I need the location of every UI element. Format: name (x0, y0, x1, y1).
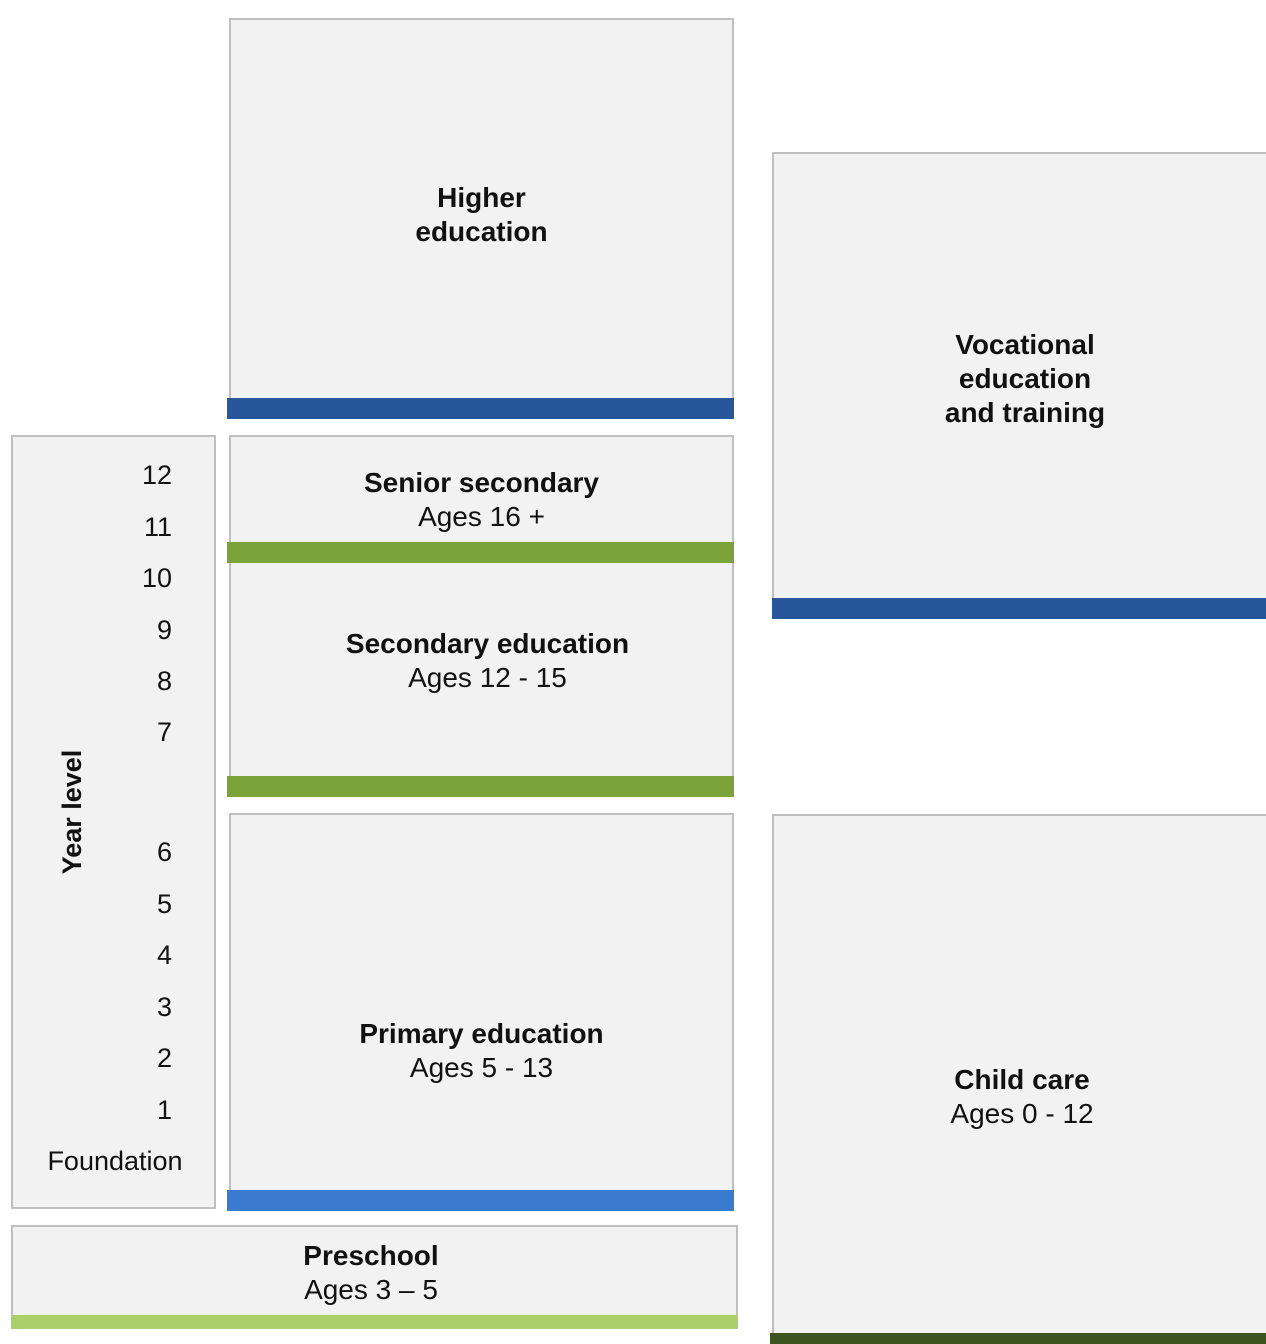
child-care-box (772, 814, 1266, 1336)
secondary-box (229, 563, 734, 778)
year-level-item: 11 (143, 512, 172, 542)
secondary-title: Secondary education (345, 628, 630, 659)
year-level-item: 7 (156, 717, 172, 747)
year-level-item: 12 (141, 460, 172, 490)
child-care-title: Child care (954, 1064, 1090, 1095)
vet-label: Vocational education and training (772, 328, 1266, 430)
year-level-item: 1 (156, 1095, 172, 1125)
higher-education-box (229, 18, 734, 400)
preschool-label: Preschool Ages 3 – 5 (11, 1239, 731, 1307)
higher-education-line1: Higher (437, 182, 526, 213)
primary-ages: Ages 5 - 13 (409, 1052, 554, 1083)
senior-secondary-title: Senior secondary (364, 467, 599, 498)
higher-education-bar (227, 398, 734, 419)
vet-line1: Vocational (955, 329, 1095, 360)
senior-secondary-label: Senior secondary Ages 16 + (229, 466, 734, 534)
preschool-title: Preschool (303, 1240, 439, 1271)
year-level-title: Year level (57, 749, 87, 875)
child-care-label: Child care Ages 0 - 12 (772, 1063, 1266, 1131)
primary-title: Primary education (359, 1018, 604, 1049)
year-level-item: 2 (156, 1043, 172, 1073)
preschool-ages: Ages 3 – 5 (304, 1274, 438, 1305)
higher-education-line2: education (415, 216, 548, 247)
year-level-item: 10 (141, 563, 172, 593)
primary-label: Primary education Ages 5 - 13 (229, 1017, 734, 1085)
vet-bar (772, 598, 1266, 619)
secondary-label: Secondary education Ages 12 - 15 (235, 627, 740, 695)
child-care-ages: Ages 0 - 12 (950, 1098, 1094, 1129)
primary-box (229, 813, 734, 1193)
primary-bar (227, 1190, 734, 1211)
year-level-item: 4 (156, 940, 172, 970)
secondary-bar (227, 776, 734, 797)
year-level-item: 8 (156, 666, 172, 696)
year-level-item: 6 (156, 837, 172, 867)
preschool-bar (11, 1315, 738, 1329)
vet-box (772, 152, 1266, 600)
higher-education-label: Higher education (229, 181, 734, 249)
senior-secondary-ages: Ages 16 + (418, 501, 545, 532)
senior-secondary-box (229, 435, 734, 545)
senior-secondary-bar (227, 542, 734, 563)
year-level-item: Foundation (47, 1146, 183, 1176)
vet-line2: education (958, 363, 1092, 394)
year-level-item: 3 (156, 992, 172, 1022)
year-level-box (11, 435, 216, 1209)
secondary-ages: Ages 12 - 15 (408, 662, 567, 693)
vet-line3: and training (944, 397, 1106, 428)
child-care-bar (770, 1333, 1266, 1344)
year-level-item: 9 (156, 615, 172, 645)
year-level-item: 5 (156, 889, 172, 919)
preschool-box (11, 1225, 738, 1317)
